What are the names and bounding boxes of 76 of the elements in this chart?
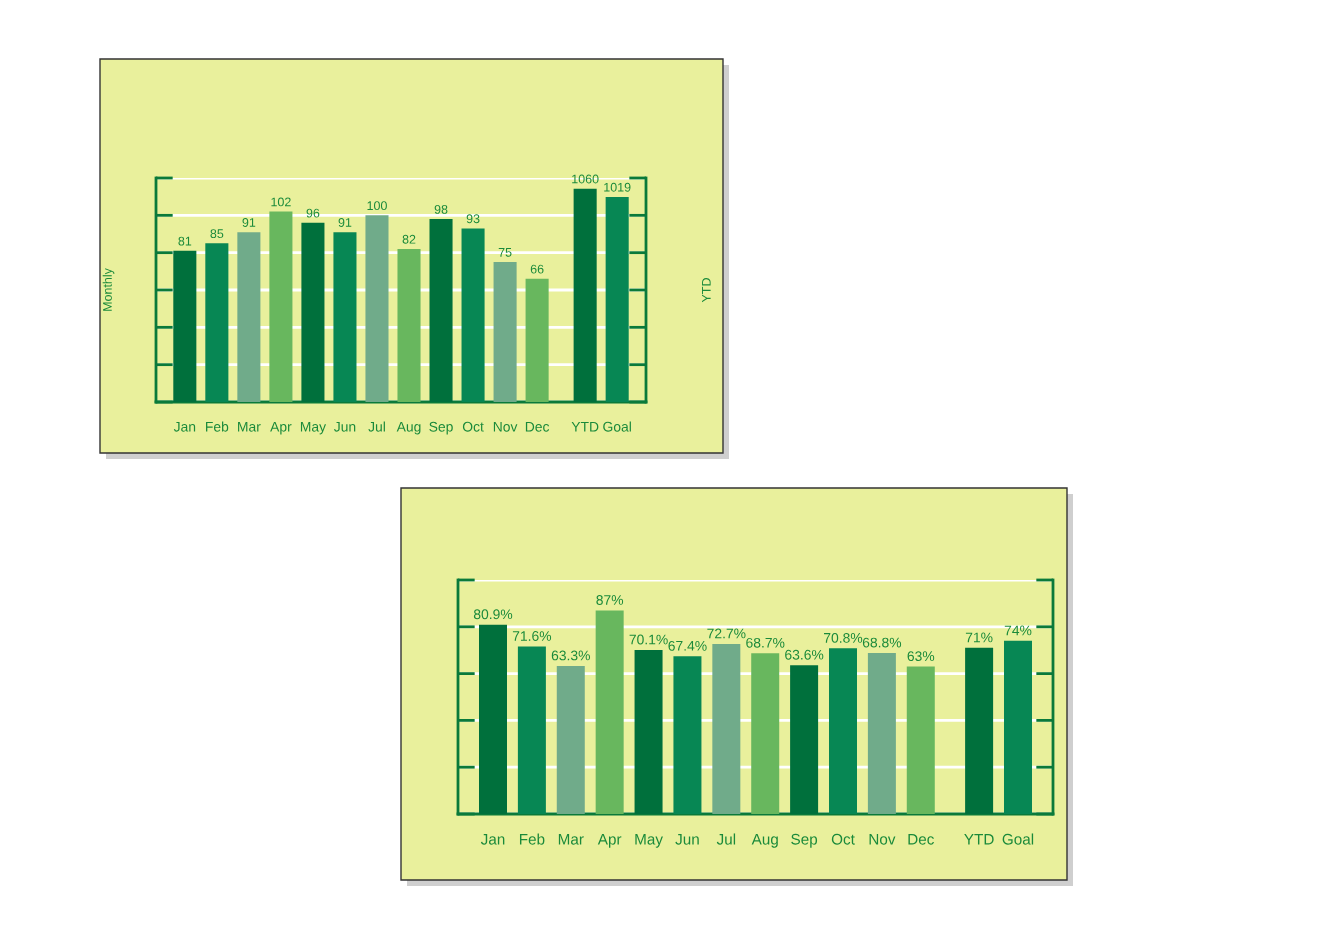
bar xyxy=(365,215,389,402)
data-label: 91 xyxy=(242,218,256,227)
bar xyxy=(333,232,357,402)
x-tick-label: Jun xyxy=(675,834,699,845)
x-tick-label: Jul xyxy=(368,421,385,432)
data-label: 82 xyxy=(402,234,416,244)
x-tick-label: May xyxy=(635,834,663,848)
data-label: 63.6% xyxy=(785,649,824,660)
x-tick-label: Nov xyxy=(493,421,518,432)
bar xyxy=(525,278,549,402)
x-tick-label: Oct xyxy=(831,833,855,845)
data-label: 1019 xyxy=(604,182,631,192)
x-tick-label: Dec xyxy=(525,421,550,432)
data-label: 63% xyxy=(907,651,935,662)
x-tick-label: YTD xyxy=(964,834,994,845)
x-tick-label: Apr xyxy=(270,421,292,435)
x-tick-label: Aug xyxy=(396,421,421,435)
data-label: 98 xyxy=(434,204,448,214)
x-tick-label: Sep xyxy=(791,833,818,848)
x-tick-label: Feb xyxy=(206,421,229,432)
bar xyxy=(751,653,780,814)
x-tick-label: Goal xyxy=(1002,833,1034,845)
x-tick-label: Nov xyxy=(869,834,896,845)
y2-axis-title: YTD xyxy=(702,278,711,303)
data-label: 87% xyxy=(596,595,624,605)
x-tick-label: Dec xyxy=(908,834,934,845)
x-tick-label: Mar xyxy=(558,834,584,845)
data-label: 72.7% xyxy=(707,628,746,639)
bar xyxy=(867,653,896,814)
data-label: 75 xyxy=(498,248,512,257)
x-tick-label: Mar xyxy=(238,421,261,432)
bar xyxy=(712,643,741,814)
bar xyxy=(205,243,229,402)
x-tick-label: May xyxy=(300,421,327,435)
bar xyxy=(673,656,702,814)
bar xyxy=(906,666,935,814)
bar xyxy=(461,228,485,402)
data-label: 1060 xyxy=(572,174,599,184)
bar xyxy=(517,646,546,814)
x-tick-label: Jun xyxy=(333,421,356,432)
bar xyxy=(556,665,585,814)
x-tick-label: Jan xyxy=(480,834,505,845)
x-tick-label: Jul xyxy=(716,833,736,845)
data-label: 71% xyxy=(965,632,993,643)
x-tick-label: YTD xyxy=(571,421,599,432)
bar xyxy=(595,610,624,814)
y-axis-title: Monthly xyxy=(102,268,115,311)
data-label: 91 xyxy=(338,218,352,227)
x-tick-label: Goal xyxy=(603,421,631,432)
data-label: 63.3% xyxy=(551,650,590,661)
data-label: 66 xyxy=(530,264,544,274)
x-tick-label: Apr xyxy=(597,834,622,848)
data-label: 74% xyxy=(1004,625,1032,636)
data-label: 96 xyxy=(306,208,320,218)
data-label: 85 xyxy=(210,229,224,239)
bar xyxy=(397,248,421,402)
data-label: 81 xyxy=(178,236,192,246)
x-tick-label: Aug xyxy=(751,834,778,848)
data-label: 102 xyxy=(271,197,291,207)
bar xyxy=(493,262,517,402)
data-label: 68.7% xyxy=(746,637,785,648)
x-tick-label: Sep xyxy=(429,421,453,435)
data-label: 71.6% xyxy=(512,631,552,641)
data-label: 67.4% xyxy=(668,640,707,651)
data-label: 70.8% xyxy=(824,632,863,643)
x-tick-label: Feb xyxy=(519,833,545,845)
bar xyxy=(829,648,857,814)
data-label: 93 xyxy=(466,214,480,224)
bar xyxy=(269,211,293,402)
data-label: 100 xyxy=(367,201,387,211)
x-tick-label: Jan xyxy=(173,421,196,432)
data-label: 80.9% xyxy=(473,609,513,620)
x-tick-label: Oct xyxy=(462,421,484,432)
data-label: 68.8% xyxy=(862,637,902,648)
bar xyxy=(237,232,261,402)
data-label: 70.1% xyxy=(629,634,668,645)
